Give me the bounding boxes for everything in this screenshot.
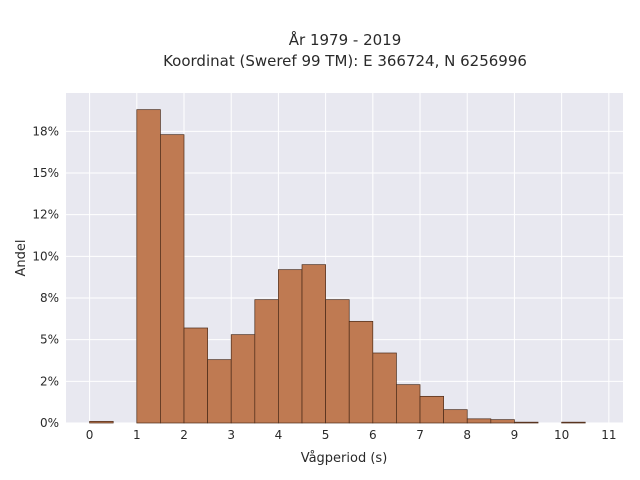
y-tick-label: 18% — [32, 124, 59, 138]
x-tick-labels: 0 1 2 3 4 5 6 7 8 9 10 11 — [86, 428, 617, 442]
y-tick-label: 10% — [32, 249, 59, 263]
y-tick-label: 5% — [40, 333, 59, 347]
y-tick-label: 8% — [40, 291, 59, 305]
histogram-bar — [136, 109, 161, 424]
x-tick-label: 7 — [416, 428, 424, 442]
y-tick-label: 15% — [32, 166, 59, 180]
histogram-bar — [278, 269, 303, 424]
histogram-bar — [183, 327, 208, 424]
x-tick-label: 0 — [86, 428, 94, 442]
x-tick-label: 6 — [369, 428, 377, 442]
histogram-bar — [419, 395, 444, 424]
x-tick-label: 11 — [601, 428, 616, 442]
x-tick-label: 4 — [275, 428, 283, 442]
bars-group — [89, 109, 586, 424]
x-tick-label: 2 — [180, 428, 188, 442]
x-tick-label: 10 — [554, 428, 569, 442]
histogram-bar — [254, 299, 279, 424]
x-tick-label: 5 — [322, 428, 330, 442]
x-tick-label: 8 — [463, 428, 471, 442]
histogram-bar — [160, 134, 185, 424]
x-tick-label: 1 — [133, 428, 141, 442]
y-tick-label: 0% — [40, 416, 59, 430]
histogram-bar — [490, 419, 515, 424]
y-axis-label: Andel — [14, 240, 29, 277]
histogram-bar — [396, 384, 421, 424]
histogram-bar — [561, 421, 586, 424]
x-tick-label: 3 — [227, 428, 235, 442]
histogram-bar — [514, 421, 539, 424]
chart-title: År 1979 - 2019 — [289, 30, 402, 49]
histogram-bar — [230, 334, 256, 424]
histogram-bar — [89, 420, 114, 424]
y-tick-labels: 0% 2% 5% 8% 10% 12% 15% 18% — [32, 124, 59, 430]
histogram-bar — [325, 299, 350, 424]
x-axis-label: Vågperiod (s) — [301, 451, 388, 466]
histogram-bar — [301, 264, 326, 424]
histogram-bar — [443, 409, 468, 424]
x-tick-label: 9 — [511, 428, 519, 442]
histogram-bar — [348, 320, 374, 424]
y-tick-label: 12% — [32, 208, 59, 222]
chart-subtitle: Koordinat (Sweref 99 TM): E 366724, N 62… — [163, 52, 527, 70]
histogram-bar — [372, 352, 397, 424]
histogram-bar — [207, 359, 232, 424]
histogram-bar — [466, 418, 492, 424]
y-tick-label: 2% — [40, 374, 59, 388]
